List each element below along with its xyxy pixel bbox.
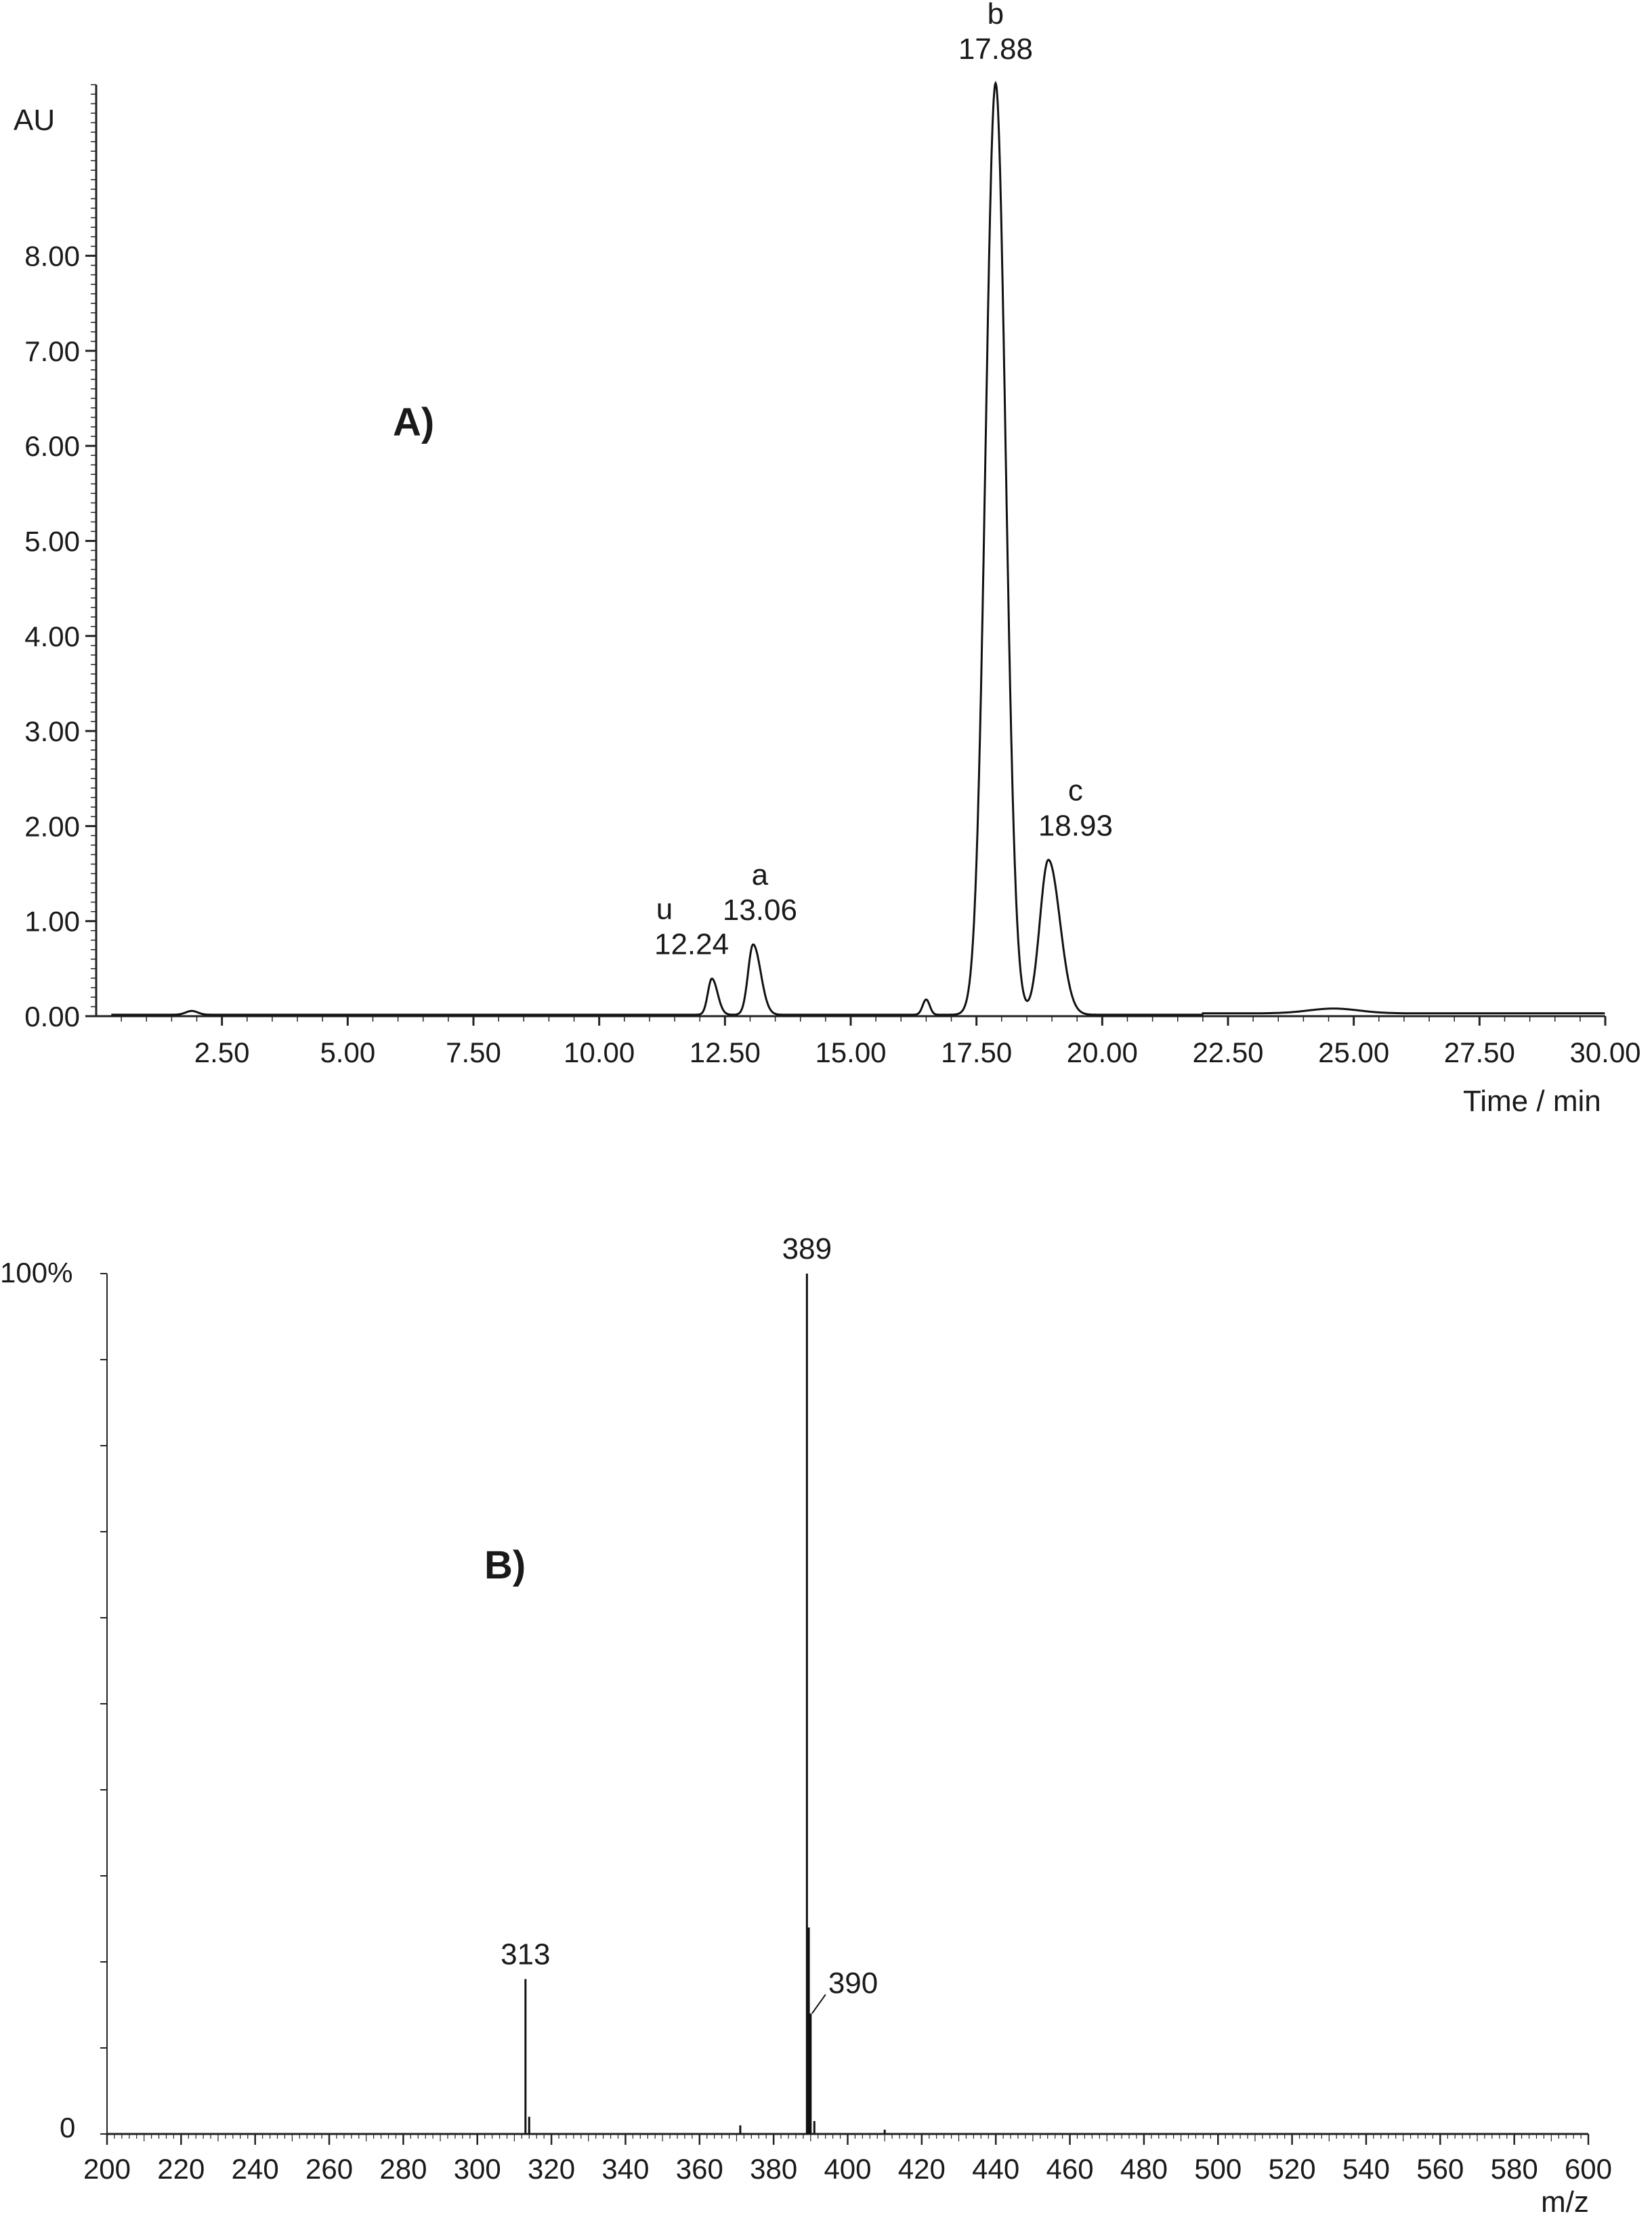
peak-time-label: 18.93 bbox=[1038, 809, 1113, 842]
x-tick-label: 5.00 bbox=[320, 1036, 375, 1068]
mass-spectrum-panel: 100% 0 B) m/z 200 220 240 260 280 300 320 340 36… bbox=[0, 1232, 1612, 2219]
x-tick-label: 17.50 bbox=[941, 1036, 1012, 1068]
peak-letter-label: b bbox=[988, 0, 1004, 30]
y-axis-label: AU bbox=[14, 104, 55, 137]
x-tick-label: 320 bbox=[528, 2153, 575, 2185]
y-tick-label: 4.00 bbox=[24, 621, 80, 652]
y-bottom-label: 0 bbox=[60, 2112, 75, 2143]
y-tick-label: 3.00 bbox=[24, 715, 80, 747]
peak-time-label: 17.88 bbox=[958, 33, 1033, 66]
peak-letter-label: u bbox=[656, 893, 673, 926]
peak-letter-label: a bbox=[752, 858, 769, 892]
panel-label-a: A) bbox=[393, 400, 434, 444]
x-tick-label: 600 bbox=[1565, 2153, 1612, 2185]
peak-time-label: 12.24 bbox=[654, 928, 729, 961]
peak-time-label: 13.06 bbox=[723, 894, 797, 927]
x-tick-label: 420 bbox=[898, 2153, 946, 2185]
panel-label-b: B) bbox=[484, 1543, 526, 1587]
x-tick-label: 380 bbox=[750, 2153, 797, 2185]
x-tick-label: 560 bbox=[1416, 2153, 1464, 2185]
chromatogram-panel: AU A) Time / min 0.00 1.00 2.00 3.00 4.00 5.0… bbox=[14, 0, 1641, 1118]
x-tick-label: 200 bbox=[83, 2153, 131, 2185]
y-tick-label: 2.00 bbox=[24, 810, 80, 842]
x-ticks: 200 220 240 260 280 300 320 340 360 380 400 420 440 4… bbox=[83, 2134, 1612, 2185]
y-tick-label: 8.00 bbox=[24, 240, 80, 272]
x-tick-label: 580 bbox=[1491, 2153, 1538, 2185]
y-ticks bbox=[100, 1273, 107, 2135]
x-tick-label: 260 bbox=[305, 2153, 353, 2185]
y-tick-label: 0.00 bbox=[24, 1001, 80, 1032]
peak-mz-label: 313 bbox=[501, 1938, 550, 1971]
x-tick-label: 22.50 bbox=[1192, 1036, 1263, 1068]
y-tick-label: 5.00 bbox=[24, 525, 80, 557]
x-axis-label-mz: m/z bbox=[1541, 2185, 1589, 2219]
x-tick-label: 520 bbox=[1269, 2153, 1316, 2185]
peak-mz-label: 390 bbox=[828, 1967, 878, 2000]
x-tick-label: 400 bbox=[824, 2153, 871, 2185]
peak-labels: 313 389 390 bbox=[501, 1232, 878, 2014]
y-tick-label: 7.00 bbox=[24, 335, 80, 367]
x-ticks: 2.50 5.00 7.50 10.00 12.50 15.00 17.50 20.00 22.… bbox=[121, 1016, 1641, 1068]
x-tick-label: 220 bbox=[157, 2153, 205, 2185]
x-tick-label: 20.00 bbox=[1067, 1036, 1138, 1068]
x-tick-label: 12.50 bbox=[690, 1036, 761, 1068]
chromatogram-trace bbox=[111, 81, 1605, 1016]
y-tick-label: 6.00 bbox=[24, 430, 80, 462]
peak-leader-line bbox=[811, 1994, 826, 2014]
peak-annotations: 12.24u 13.06a 17.88b 18.93c bbox=[654, 0, 1113, 961]
peak-letter-label: c bbox=[1068, 774, 1083, 807]
x-tick-label: 2.50 bbox=[194, 1036, 250, 1068]
x-tick-label: 360 bbox=[676, 2153, 723, 2185]
y-ticks: 0.00 1.00 2.00 3.00 4.00 5.00 6.00 7.00 8.00 bbox=[24, 84, 96, 1032]
x-tick-label: 27.50 bbox=[1444, 1036, 1515, 1068]
x-tick-label: 7.50 bbox=[446, 1036, 501, 1068]
x-tick-label: 280 bbox=[379, 2153, 427, 2185]
x-tick-label: 30.00 bbox=[1569, 1036, 1640, 1068]
x-tick-label: 300 bbox=[454, 2153, 501, 2185]
x-tick-label: 240 bbox=[232, 2153, 279, 2185]
x-tick-label: 540 bbox=[1342, 2153, 1390, 2185]
x-axis-label: Time / min bbox=[1463, 1085, 1601, 1118]
y-tick-label: 1.00 bbox=[24, 906, 80, 938]
x-tick-label: 10.00 bbox=[564, 1036, 635, 1068]
spectrum-peaks bbox=[524, 1274, 886, 2134]
peak-mz-label: 389 bbox=[782, 1232, 832, 1265]
x-tick-label: 15.00 bbox=[815, 1036, 886, 1068]
x-tick-label: 440 bbox=[972, 2153, 1019, 2185]
x-tick-label: 500 bbox=[1194, 2153, 1242, 2185]
x-tick-label: 25.00 bbox=[1318, 1036, 1389, 1068]
x-tick-label: 460 bbox=[1046, 2153, 1094, 2185]
y-top-label: 100% bbox=[0, 1257, 72, 1289]
x-tick-label: 480 bbox=[1120, 2153, 1168, 2185]
x-tick-label: 340 bbox=[601, 2153, 649, 2185]
